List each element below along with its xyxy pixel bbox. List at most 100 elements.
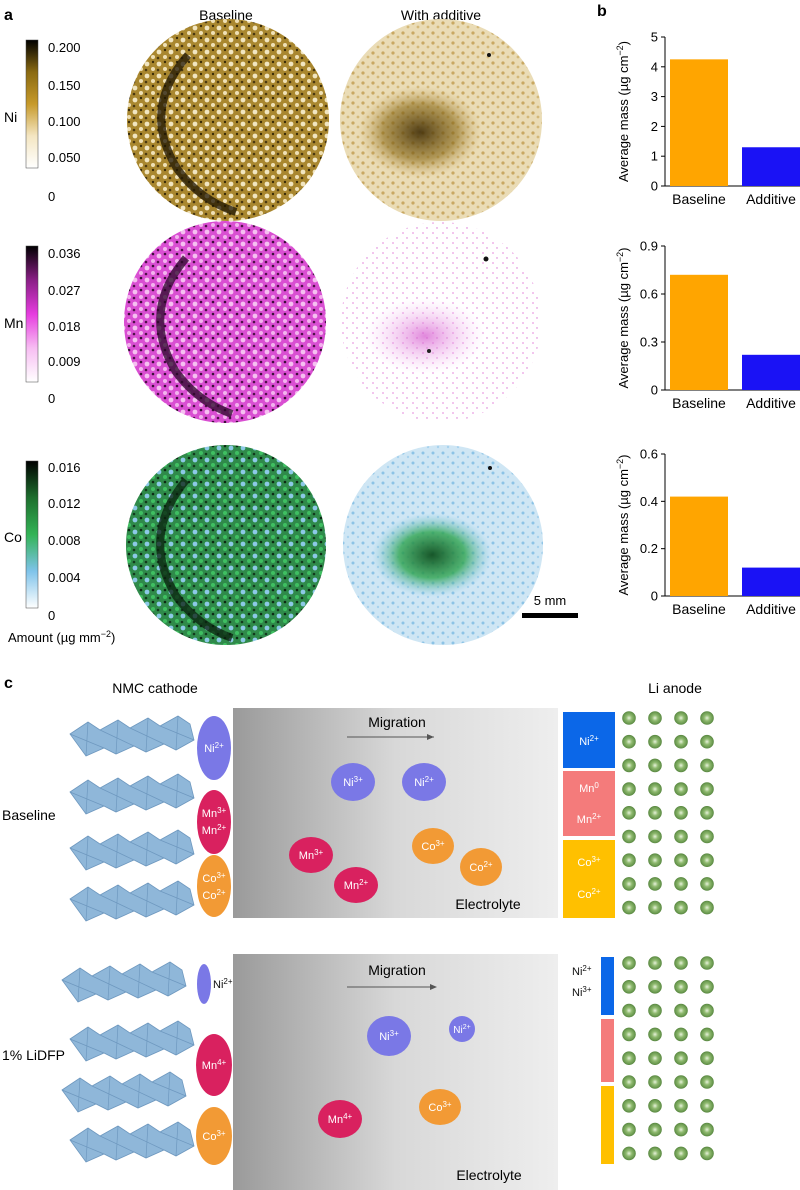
migration-arrow-head	[427, 734, 434, 740]
panel-label-b: b	[597, 3, 607, 20]
li-atom	[648, 1146, 662, 1161]
li-atom	[700, 1075, 714, 1089]
tick-mn-1: 0.027	[48, 283, 81, 298]
li-atom	[674, 782, 688, 796]
li-atom	[622, 900, 636, 915]
y-tick-label: 0.3	[640, 335, 658, 350]
li-atom	[622, 1003, 636, 1018]
electrolyte-label: Electrolyte	[455, 896, 521, 912]
li-atom	[648, 734, 662, 749]
scale-bar: 5 mm	[522, 593, 578, 618]
y-tick-label: 0.4	[640, 494, 658, 509]
svg-text:Co2+: Co2+	[202, 888, 226, 902]
li-atom	[700, 1003, 714, 1018]
electrolyte-baseline	[233, 708, 558, 918]
deposit-mn-baseline: Mn0 Mn2+	[563, 771, 615, 836]
y-axis-label: Average mass (µg cm−2)	[615, 454, 631, 595]
li-atom	[700, 956, 714, 970]
li-atom	[700, 805, 714, 820]
tick-co-2: 0.008	[48, 533, 81, 548]
y-tick-label: 5	[651, 30, 658, 45]
y-tick-label: 2	[651, 119, 658, 134]
map-co-additive	[343, 445, 543, 645]
li-atom	[622, 1122, 636, 1137]
li-atom	[674, 1122, 688, 1137]
ion-co3-cathode: Co3+	[196, 1107, 232, 1165]
li-atom	[700, 1027, 714, 1042]
ion-co3-electrolyte: Co3+	[412, 828, 454, 864]
li-atom	[648, 805, 662, 820]
ion-mn-cathode: Mn3+ Mn2+	[197, 790, 231, 854]
map-row-co: Co 0.016 0.012 0.008 0.004 0	[4, 445, 543, 645]
deposit-ni-labels: Ni2+ Ni3+	[572, 964, 592, 999]
li-atom	[622, 853, 636, 868]
li-atom	[648, 877, 662, 891]
cathode-layers-baseline	[69, 715, 195, 922]
li-atom	[700, 1122, 714, 1137]
li-atom	[674, 956, 688, 970]
migration-label-2: Migration	[368, 962, 426, 978]
li-atom	[700, 711, 714, 725]
li-atom	[622, 979, 636, 994]
y-tick-label: 3	[651, 89, 658, 104]
tick-ni-1: 0.150	[48, 78, 81, 93]
x-category-label: Additive	[746, 191, 796, 207]
scale-bar-line	[522, 613, 578, 618]
li-anode-baseline	[622, 711, 714, 915]
li-atom	[674, 758, 688, 773]
li-atom	[648, 979, 662, 994]
li-atom	[700, 1051, 714, 1065]
scenario-baseline: Baseline Migration Electrolyte Ni2+ Mn3+…	[2, 708, 714, 922]
svg-text:Mn3+: Mn3+	[299, 848, 324, 862]
tick-mn-4: 0	[48, 391, 55, 406]
map-row-ni: Ni 0.200 0.150 0.100 0.050 0	[4, 19, 542, 221]
panel-b-charts: 0 1 2 3 4 5 Baseline Additive Average mass (µg c…	[615, 30, 800, 617]
li-atom	[648, 1027, 662, 1042]
li-atom	[700, 853, 714, 868]
svg-text:Ni2+: Ni2+	[453, 1024, 470, 1036]
anode-label: Li anode	[648, 680, 702, 696]
tick-co-1: 0.012	[48, 496, 81, 511]
bar-chart-3: 0 0.2 0.4 0.6 Baseline Additive Average mass (…	[615, 447, 800, 617]
li-atom	[700, 758, 714, 773]
svg-text:Co3+: Co3+	[577, 855, 601, 869]
row-label-lidfp: 1% LiDFP	[2, 1047, 65, 1063]
ion-co2-electrolyte: Co2+	[460, 848, 502, 886]
col-header-with-additive: With additive	[401, 7, 481, 23]
deposit-ni-baseline: Ni2+	[563, 712, 615, 768]
deposit-ni-lidfp	[601, 957, 614, 1015]
li-atom	[648, 1099, 662, 1113]
y-axis-label: Average mass (µg cm−2)	[615, 247, 631, 388]
li-atom	[622, 782, 636, 796]
tick-ni-2: 0.100	[48, 114, 81, 129]
y-tick-label: 0	[651, 179, 658, 194]
li-atom	[648, 758, 662, 773]
map-mn-additive	[341, 222, 541, 422]
bar-chart-1: 0 1 2 3 4 5 Baseline Additive Average mass (µg c…	[615, 30, 800, 207]
li-atom	[648, 956, 662, 970]
li-atom	[674, 877, 688, 891]
svg-text:Mn2+: Mn2+	[577, 812, 602, 826]
li-atom	[700, 900, 714, 915]
li-atom	[700, 1099, 714, 1113]
bar-baseline	[670, 274, 728, 390]
map-ni-baseline	[127, 19, 329, 221]
bar-additive	[742, 567, 800, 596]
y-tick-label: 0.2	[640, 541, 658, 556]
svg-text:Ni2+: Ni2+	[213, 977, 233, 991]
li-atom	[700, 1146, 714, 1161]
li-atom	[648, 1003, 662, 1018]
li-atom	[674, 711, 688, 725]
tick-co-4: 0	[48, 608, 55, 623]
ion-co3-electrolyte-2: Co3+	[419, 1089, 461, 1125]
li-atom	[700, 979, 714, 994]
y-tick-label: 1	[651, 149, 658, 164]
li-atom	[648, 1075, 662, 1089]
deposit-co-baseline: Co3+ Co2+	[563, 840, 615, 918]
li-atom	[674, 1003, 688, 1018]
ion-mn3-electrolyte: Mn3+	[289, 837, 333, 873]
cathode-layers-lidfp	[61, 961, 195, 1163]
y-tick-label: 0.6	[640, 287, 658, 302]
svg-text:Co2+: Co2+	[577, 887, 601, 901]
